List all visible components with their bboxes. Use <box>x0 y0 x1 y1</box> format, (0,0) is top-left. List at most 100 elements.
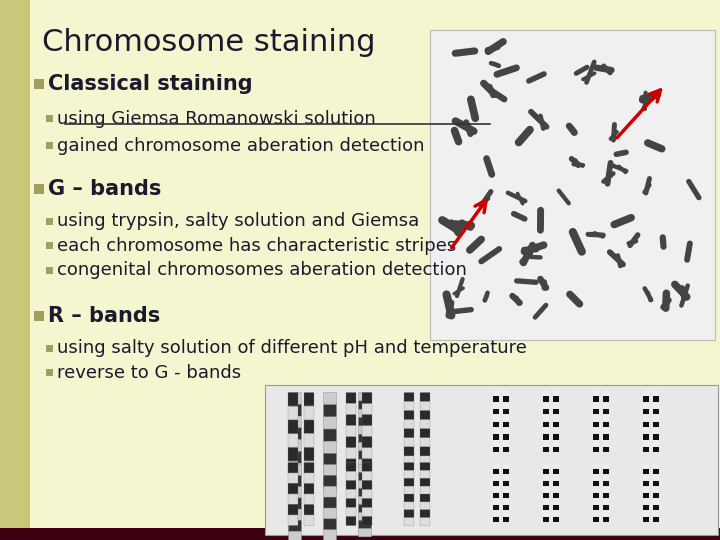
Bar <box>653 441 659 446</box>
Bar <box>553 422 559 427</box>
Bar <box>503 511 509 516</box>
Bar <box>493 505 499 510</box>
Bar <box>553 475 559 480</box>
Bar <box>543 499 549 504</box>
Bar <box>503 487 509 492</box>
Bar <box>553 517 559 522</box>
Bar <box>643 505 649 510</box>
FancyBboxPatch shape <box>346 393 356 403</box>
Bar <box>543 475 549 480</box>
FancyBboxPatch shape <box>289 416 302 428</box>
FancyBboxPatch shape <box>323 465 336 478</box>
Bar <box>653 428 659 433</box>
Bar <box>603 441 609 446</box>
FancyBboxPatch shape <box>362 498 372 508</box>
FancyBboxPatch shape <box>420 486 430 494</box>
Bar <box>543 441 549 446</box>
Text: using Giemsa Romanowski solution: using Giemsa Romanowski solution <box>57 110 376 128</box>
Bar <box>643 493 649 498</box>
FancyBboxPatch shape <box>420 518 430 526</box>
Bar <box>603 463 609 468</box>
Bar <box>643 396 649 402</box>
Bar <box>553 415 559 421</box>
FancyBboxPatch shape <box>420 462 430 470</box>
FancyBboxPatch shape <box>346 481 356 490</box>
FancyBboxPatch shape <box>304 515 314 525</box>
FancyBboxPatch shape <box>288 483 298 494</box>
FancyBboxPatch shape <box>288 420 298 434</box>
Bar <box>603 428 609 433</box>
FancyBboxPatch shape <box>420 478 430 487</box>
Bar <box>553 463 559 468</box>
FancyBboxPatch shape <box>323 530 336 540</box>
FancyBboxPatch shape <box>420 402 430 411</box>
Bar <box>603 396 609 402</box>
FancyBboxPatch shape <box>346 403 356 415</box>
Bar <box>543 434 549 440</box>
Bar <box>653 505 659 510</box>
FancyBboxPatch shape <box>288 434 298 447</box>
FancyBboxPatch shape <box>346 448 356 459</box>
FancyBboxPatch shape <box>323 417 336 429</box>
FancyBboxPatch shape <box>346 471 356 481</box>
FancyBboxPatch shape <box>404 447 414 456</box>
Bar <box>543 517 549 522</box>
FancyBboxPatch shape <box>323 429 336 441</box>
FancyBboxPatch shape <box>404 402 414 411</box>
FancyBboxPatch shape <box>359 459 372 468</box>
FancyBboxPatch shape <box>359 451 372 460</box>
FancyBboxPatch shape <box>420 494 430 502</box>
FancyBboxPatch shape <box>288 473 298 483</box>
Bar <box>603 409 609 414</box>
Bar <box>46 345 53 352</box>
FancyBboxPatch shape <box>404 456 414 465</box>
FancyBboxPatch shape <box>304 504 314 515</box>
Bar <box>503 475 509 480</box>
Bar <box>0 528 720 540</box>
FancyBboxPatch shape <box>362 393 372 403</box>
Bar <box>603 475 609 480</box>
FancyBboxPatch shape <box>289 393 302 404</box>
FancyBboxPatch shape <box>362 462 372 471</box>
Bar <box>493 415 499 421</box>
Bar <box>543 428 549 433</box>
Text: Chromosome staining: Chromosome staining <box>42 28 376 57</box>
Bar <box>543 469 549 474</box>
FancyBboxPatch shape <box>420 502 430 510</box>
FancyBboxPatch shape <box>362 471 372 481</box>
FancyBboxPatch shape <box>323 441 336 454</box>
FancyBboxPatch shape <box>359 472 372 481</box>
FancyBboxPatch shape <box>288 515 298 525</box>
Bar <box>34 311 44 321</box>
FancyBboxPatch shape <box>362 437 372 448</box>
Bar <box>593 505 599 510</box>
Bar <box>643 409 649 414</box>
FancyBboxPatch shape <box>289 440 302 451</box>
Text: congenital chromosomes aberation detection: congenital chromosomes aberation detecti… <box>57 261 467 279</box>
FancyBboxPatch shape <box>323 486 336 497</box>
Bar <box>493 396 499 402</box>
FancyBboxPatch shape <box>289 476 302 487</box>
Bar <box>46 218 53 225</box>
Bar <box>553 493 559 498</box>
FancyBboxPatch shape <box>304 483 314 494</box>
Bar <box>493 517 499 522</box>
Bar <box>593 447 599 452</box>
FancyBboxPatch shape <box>289 404 302 416</box>
Bar <box>643 447 649 452</box>
FancyBboxPatch shape <box>420 447 430 456</box>
Bar <box>493 434 499 440</box>
Bar <box>493 463 499 468</box>
Bar <box>643 517 649 522</box>
FancyBboxPatch shape <box>289 487 302 498</box>
Bar <box>603 487 609 492</box>
Bar <box>493 422 499 427</box>
FancyBboxPatch shape <box>346 415 356 426</box>
FancyBboxPatch shape <box>362 459 372 470</box>
Bar <box>643 469 649 474</box>
FancyBboxPatch shape <box>323 454 336 465</box>
FancyBboxPatch shape <box>359 489 372 497</box>
Bar <box>503 428 509 433</box>
FancyBboxPatch shape <box>362 489 372 498</box>
Text: R – bands: R – bands <box>48 306 161 326</box>
